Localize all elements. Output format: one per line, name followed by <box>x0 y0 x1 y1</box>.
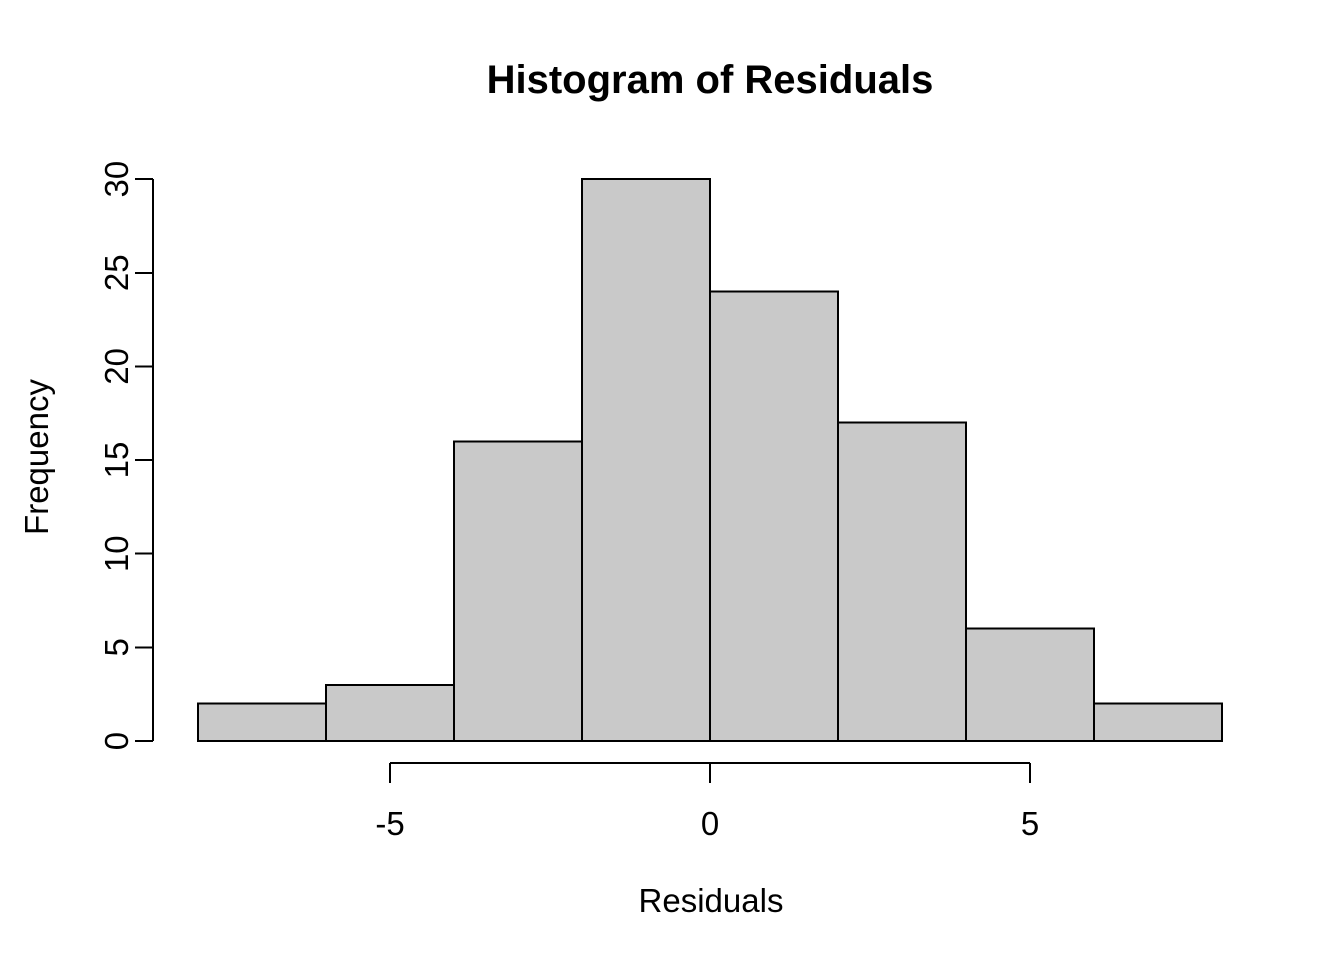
histogram-bar <box>453 440 583 742</box>
bars-group <box>197 178 1223 743</box>
x-axis: -5 0 5 <box>375 762 1039 842</box>
x-axis-label: Residuals <box>639 882 784 919</box>
y-axis-label: Frequency <box>18 379 55 535</box>
histogram-bar <box>325 683 455 742</box>
y-tick-label: 30 <box>98 161 135 198</box>
y-tick-label: 25 <box>98 254 135 291</box>
histogram-bar <box>581 178 711 743</box>
y-axis: 0 5 10 15 20 25 30 <box>98 161 154 750</box>
x-tick-label: 0 <box>701 805 719 842</box>
histogram-bar <box>965 627 1095 742</box>
y-tick-label: 20 <box>98 348 135 385</box>
x-tick-label: -5 <box>375 805 404 842</box>
y-tick-label: 15 <box>98 442 135 479</box>
x-tick-label: 5 <box>1021 805 1039 842</box>
y-tick-label: 0 <box>98 732 135 750</box>
chart-title: Histogram of Residuals <box>487 58 934 102</box>
histogram-bar <box>709 290 839 742</box>
y-tick-label: 10 <box>98 535 135 572</box>
histogram-bar <box>1093 702 1223 742</box>
histogram-bar <box>197 702 327 742</box>
histogram-bar <box>837 421 967 742</box>
y-tick-label: 5 <box>98 638 135 656</box>
